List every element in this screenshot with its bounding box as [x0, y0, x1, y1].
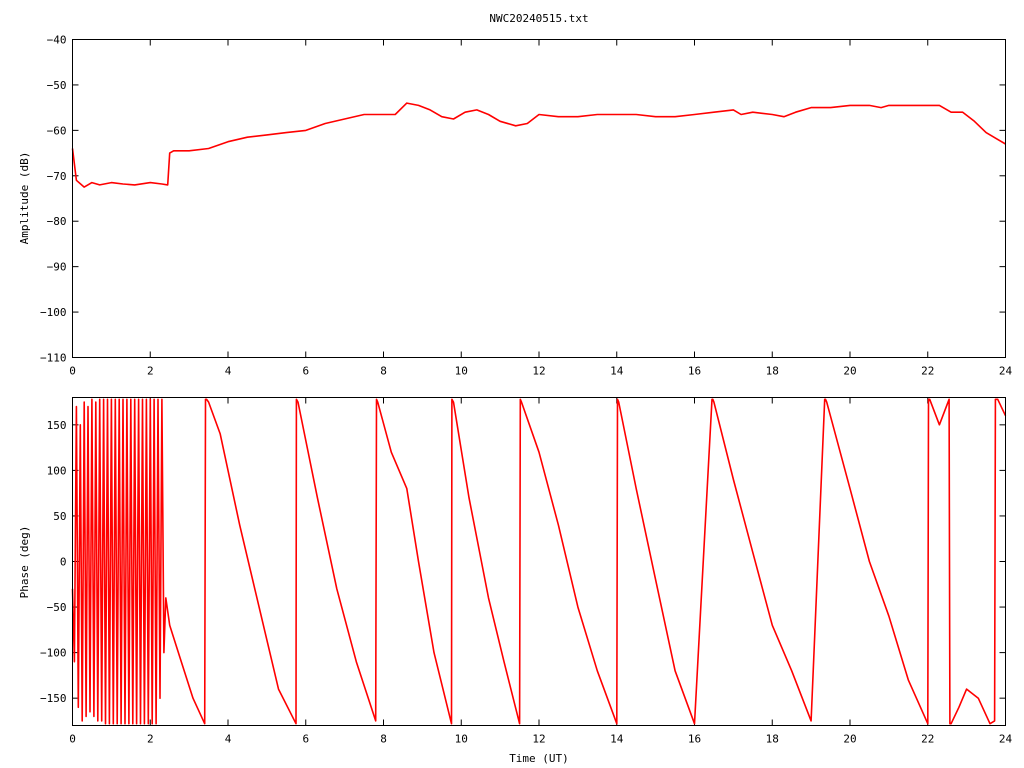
- phase-xtick-label: 12: [532, 733, 545, 746]
- amplitude-axis-ticks: 0 2 4 6 8 10 12 14 16 18 20 22 24−40−50−60−70−80−90−…: [40, 34, 1012, 378]
- phase-plot-frame: [72, 397, 1006, 726]
- amplitude-xtick-label: 24: [999, 365, 1013, 378]
- amplitude-xtick-label: 18: [766, 365, 779, 378]
- amplitude-plot-frame: [72, 39, 1006, 358]
- amplitude-xtick-label: 10: [455, 365, 468, 378]
- amplitude-xtick-label: 14: [610, 365, 624, 378]
- phase-xtick-label: 14: [610, 733, 624, 746]
- phase-ytick-label: −100: [40, 647, 67, 660]
- amplitude-ytick-label: −70: [47, 170, 67, 183]
- amplitude-ylabel: Amplitude (dB): [18, 152, 31, 245]
- phase-ytick-label: 50: [53, 510, 66, 523]
- phase-xtick-label: 8: [380, 733, 387, 746]
- amplitude-xtick-label: 0: [69, 365, 76, 378]
- amplitude-ytick-label: −50: [47, 79, 67, 92]
- amplitude-xtick-label: 4: [225, 365, 232, 378]
- chart-title: NWC20240515.txt: [489, 12, 588, 25]
- amplitude-ytick-label: −60: [47, 124, 67, 137]
- amplitude-ytick-label: −40: [47, 34, 67, 47]
- phase-xtick-label: 0: [69, 733, 76, 746]
- phase-ytick-label: 100: [47, 464, 67, 477]
- phase-xtick-label: 24: [999, 733, 1013, 746]
- phase-xtick-label: 22: [921, 733, 934, 746]
- phase-xtick-label: 18: [766, 733, 779, 746]
- amplitude-xtick-label: 20: [843, 365, 856, 378]
- phase-xtick-label: 2: [147, 733, 154, 746]
- amplitude-xtick-label: 2: [147, 365, 154, 378]
- phase-xtick-label: 4: [225, 733, 232, 746]
- amplitude-ytick-label: −110: [40, 352, 67, 365]
- amplitude-series-line: [71, 102, 1006, 188]
- amplitude-xtick-label: 8: [380, 365, 387, 378]
- phase-series-line: [71, 398, 1007, 725]
- phase-axis-ticks: 0 2 4 6 8 10 12 14 16 18 20 22 24150100500−50−100−15…: [40, 397, 1013, 746]
- phase-xtick-label: 6: [302, 733, 309, 746]
- phase-ylabel: Phase (deg): [18, 526, 31, 599]
- amplitude-ytick-label: −90: [47, 261, 67, 274]
- amplitude-xtick-label: 22: [921, 365, 934, 378]
- amplitude-xtick-label: 6: [302, 365, 309, 378]
- phase-xtick-label: 16: [688, 733, 701, 746]
- amplitude-ytick-label: −80: [47, 215, 67, 228]
- phase-ytick-label: −50: [47, 601, 67, 614]
- phase-xlabel: Time (UT): [509, 752, 569, 765]
- phase-ytick-label: −150: [40, 692, 67, 705]
- phase-xtick-label: 20: [843, 733, 856, 746]
- amplitude-xtick-label: 12: [532, 365, 545, 378]
- phase-xtick-label: 10: [455, 733, 468, 746]
- phase-panel: Phase (deg) Time (UT) 0 2 4 6 8 10 12 14 16 18 20 2…: [18, 397, 1013, 765]
- phase-ytick-label: 0: [60, 556, 67, 569]
- amplitude-panel: Amplitude (dB) 0 2 4 6 8 10 12 14 16 18 20 22 24−40−…: [18, 34, 1012, 378]
- amplitude-xtick-label: 16: [688, 365, 701, 378]
- amplitude-ytick-label: −100: [40, 306, 67, 319]
- phase-ytick-label: 150: [47, 419, 67, 432]
